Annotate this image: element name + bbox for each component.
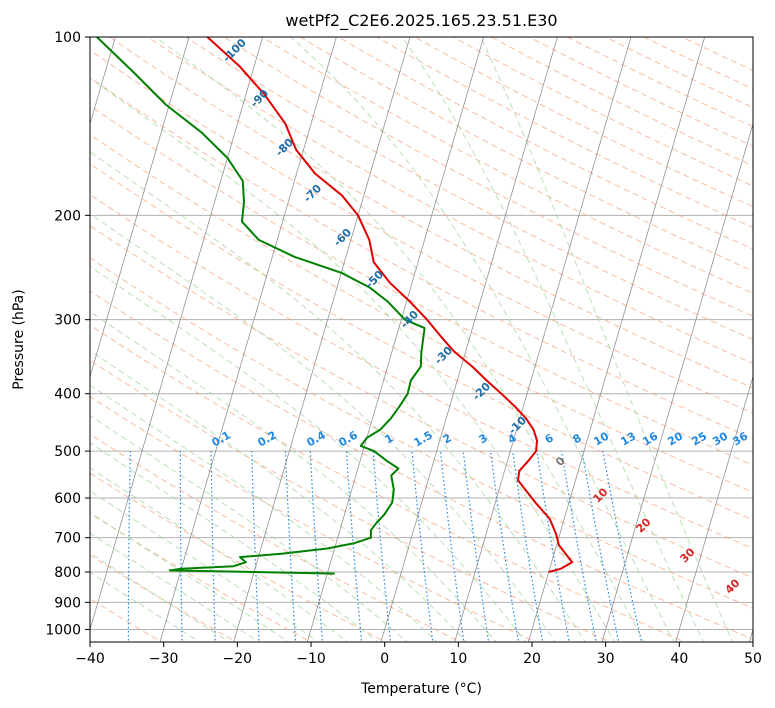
- y-axis-label: Pressure (hPa): [11, 289, 27, 389]
- dry-adiabats: [90, 37, 753, 642]
- plot-frame: [89, 36, 754, 643]
- chart-title: wetPf2_C2E6.2025.165.23.51.E30: [285, 11, 557, 31]
- moist-adiabat-line: [90, 151, 586, 642]
- moist-adiabat-line: [90, 571, 201, 642]
- x-axis-ticks: −40 −30 −20 −10 0 10 20 30 40 50: [75, 642, 762, 667]
- pressure-gridlines: [90, 37, 753, 630]
- x-axis-label: Temperature (°C): [360, 681, 482, 697]
- moist-adiabat-line: [90, 414, 408, 642]
- moist-adiabat-line: [90, 532, 260, 642]
- isotherm-line: [159, 37, 337, 642]
- moist-adiabat-line: [401, 37, 704, 642]
- x-tick-label: −30: [149, 651, 179, 667]
- dry-adiabat-line: [90, 472, 387, 642]
- mixing-ratio-line: [179, 451, 183, 642]
- mixing-ratio-line: [561, 451, 597, 642]
- isotherm-line: [90, 37, 190, 379]
- moist-adiabat-line: [90, 552, 231, 642]
- mixing-ratio-line: [512, 451, 544, 642]
- y-tick-label: 700: [54, 531, 81, 547]
- y-tick-label: 400: [54, 387, 81, 403]
- dry-adiabat-line: [146, 37, 753, 365]
- moist-adiabat-line: [90, 467, 349, 642]
- dry-adiabat-line: [90, 133, 753, 493]
- x-tick-label: 0: [380, 651, 389, 667]
- y-tick-label: 600: [54, 491, 81, 507]
- mixing-ratio-line: [581, 450, 620, 642]
- x-tick-label: 40: [670, 651, 688, 667]
- isotherm-line: [454, 37, 632, 642]
- x-tick-label: −40: [75, 651, 105, 667]
- y-tick-label: 500: [54, 444, 81, 460]
- dry-adiabat-line: [90, 433, 462, 642]
- isotherm-line: [380, 37, 558, 642]
- dry-adiabat-line: [90, 105, 753, 466]
- profile-series: [96, 37, 574, 575]
- dry-adiabat-line: [90, 225, 753, 579]
- y-tick-label: 100: [54, 30, 81, 46]
- mixing-ratio-line: [210, 451, 216, 642]
- moist-adiabat-line: [90, 511, 290, 642]
- dry-adiabat-line: [90, 76, 753, 440]
- dry-adiabat-line: [90, 598, 163, 642]
- x-tick-label: 30: [597, 651, 615, 667]
- dry-adiabat-line: [90, 324, 686, 642]
- mixing-ratio-line: [251, 451, 260, 642]
- y-tick-label: 300: [54, 313, 81, 329]
- y-tick-label: 800: [54, 565, 81, 581]
- x-tick-label: 50: [744, 651, 762, 667]
- skewed-isotherms: [90, 37, 753, 642]
- dewpoint-profile-line: [96, 37, 426, 575]
- isotherm-line: [233, 37, 411, 642]
- dry-adiabat-line: [90, 163, 753, 521]
- moist-adiabat-line: [90, 310, 497, 642]
- isotherm-line: [306, 37, 485, 642]
- y-tick-label: 200: [54, 208, 81, 224]
- isotherm-line: [90, 37, 264, 631]
- dry-adiabat-line: [90, 554, 238, 642]
- plot-area: -100-90-80-70-60-50-40-30-20-100.1 0.2 0.4…: [90, 37, 753, 642]
- y-tick-label: 900: [54, 595, 81, 611]
- x-tick-label: 20: [523, 651, 541, 667]
- moist-adiabat-line: [90, 384, 438, 642]
- temperature-profile-line: [206, 37, 574, 573]
- mixing-ratio-line: [536, 451, 570, 642]
- x-tick-label: 10: [449, 651, 467, 667]
- x-tick-label: −10: [296, 651, 326, 667]
- dry-adiabat-line: [90, 193, 753, 550]
- moist-adiabat-line: [90, 490, 319, 642]
- dry-adiabat-line: [90, 290, 753, 640]
- x-tick-label: −20: [223, 651, 253, 667]
- moist-adiabat-line: [480, 37, 734, 642]
- moist-adiabat-line: [289, 37, 675, 642]
- dry-adiabat-line: [261, 37, 753, 294]
- dry-adiabat-line: [90, 359, 612, 642]
- isotherm-line: [601, 122, 753, 642]
- moist-adiabat-line: [90, 265, 527, 642]
- y-tick-label: 1000: [45, 622, 81, 638]
- dry-adiabat-line: [90, 257, 753, 609]
- mixing-ratio-line: [490, 451, 520, 642]
- mixing-ratio-line: [602, 450, 643, 642]
- moist-adiabat-line: [90, 213, 556, 642]
- isotherm-line: [675, 375, 753, 642]
- y-axis-ticks: 1000 900 800 700 600 500 400 300 200 100: [45, 30, 90, 638]
